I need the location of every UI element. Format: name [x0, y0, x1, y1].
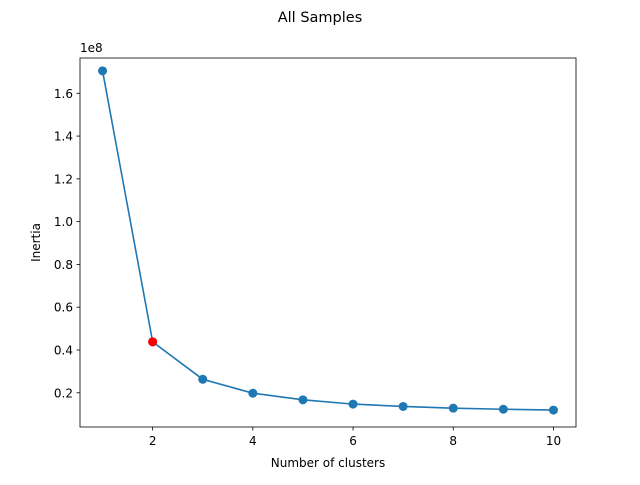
chart-title: All Samples [278, 10, 363, 26]
plot-area [98, 66, 558, 415]
y-tick-label: 1.2 [54, 172, 73, 186]
y-tick-label: 0.8 [54, 258, 73, 272]
axes-frame [79, 57, 577, 428]
y-tick-label: 1.4 [54, 130, 73, 144]
highlight-point [148, 337, 158, 347]
data-point [398, 401, 408, 411]
data-point [348, 399, 358, 409]
x-axis-label: Number of clusters [271, 456, 385, 470]
series-line [101, 70, 554, 411]
x-tick-label: 8 [449, 434, 457, 448]
data-point [248, 388, 258, 398]
x-tick-label: 2 [149, 434, 157, 448]
x-tick-label: 4 [249, 434, 257, 448]
data-point [498, 404, 508, 414]
x-axis: 2 4 6 8 10 [149, 427, 561, 448]
data-point [198, 374, 208, 384]
y-tick-label: 0.6 [54, 301, 73, 315]
y-tick-label: 1.6 [54, 87, 73, 101]
y-offset-label: 1e8 [80, 41, 103, 55]
y-tick-label: 1.0 [54, 215, 73, 229]
y-axis: 0.2 0.4 0.6 0.8 1.0 1.2 1.4 1.6 [54, 87, 80, 400]
data-point [548, 405, 558, 415]
y-tick-label: 0.4 [54, 343, 73, 357]
data-point [448, 403, 458, 413]
data-point [98, 66, 108, 76]
x-tick-label: 10 [546, 434, 561, 448]
y-axis-label: Inertia [29, 223, 43, 262]
x-tick-label: 6 [349, 434, 357, 448]
data-point [298, 395, 308, 405]
y-tick-label: 0.2 [54, 386, 73, 400]
